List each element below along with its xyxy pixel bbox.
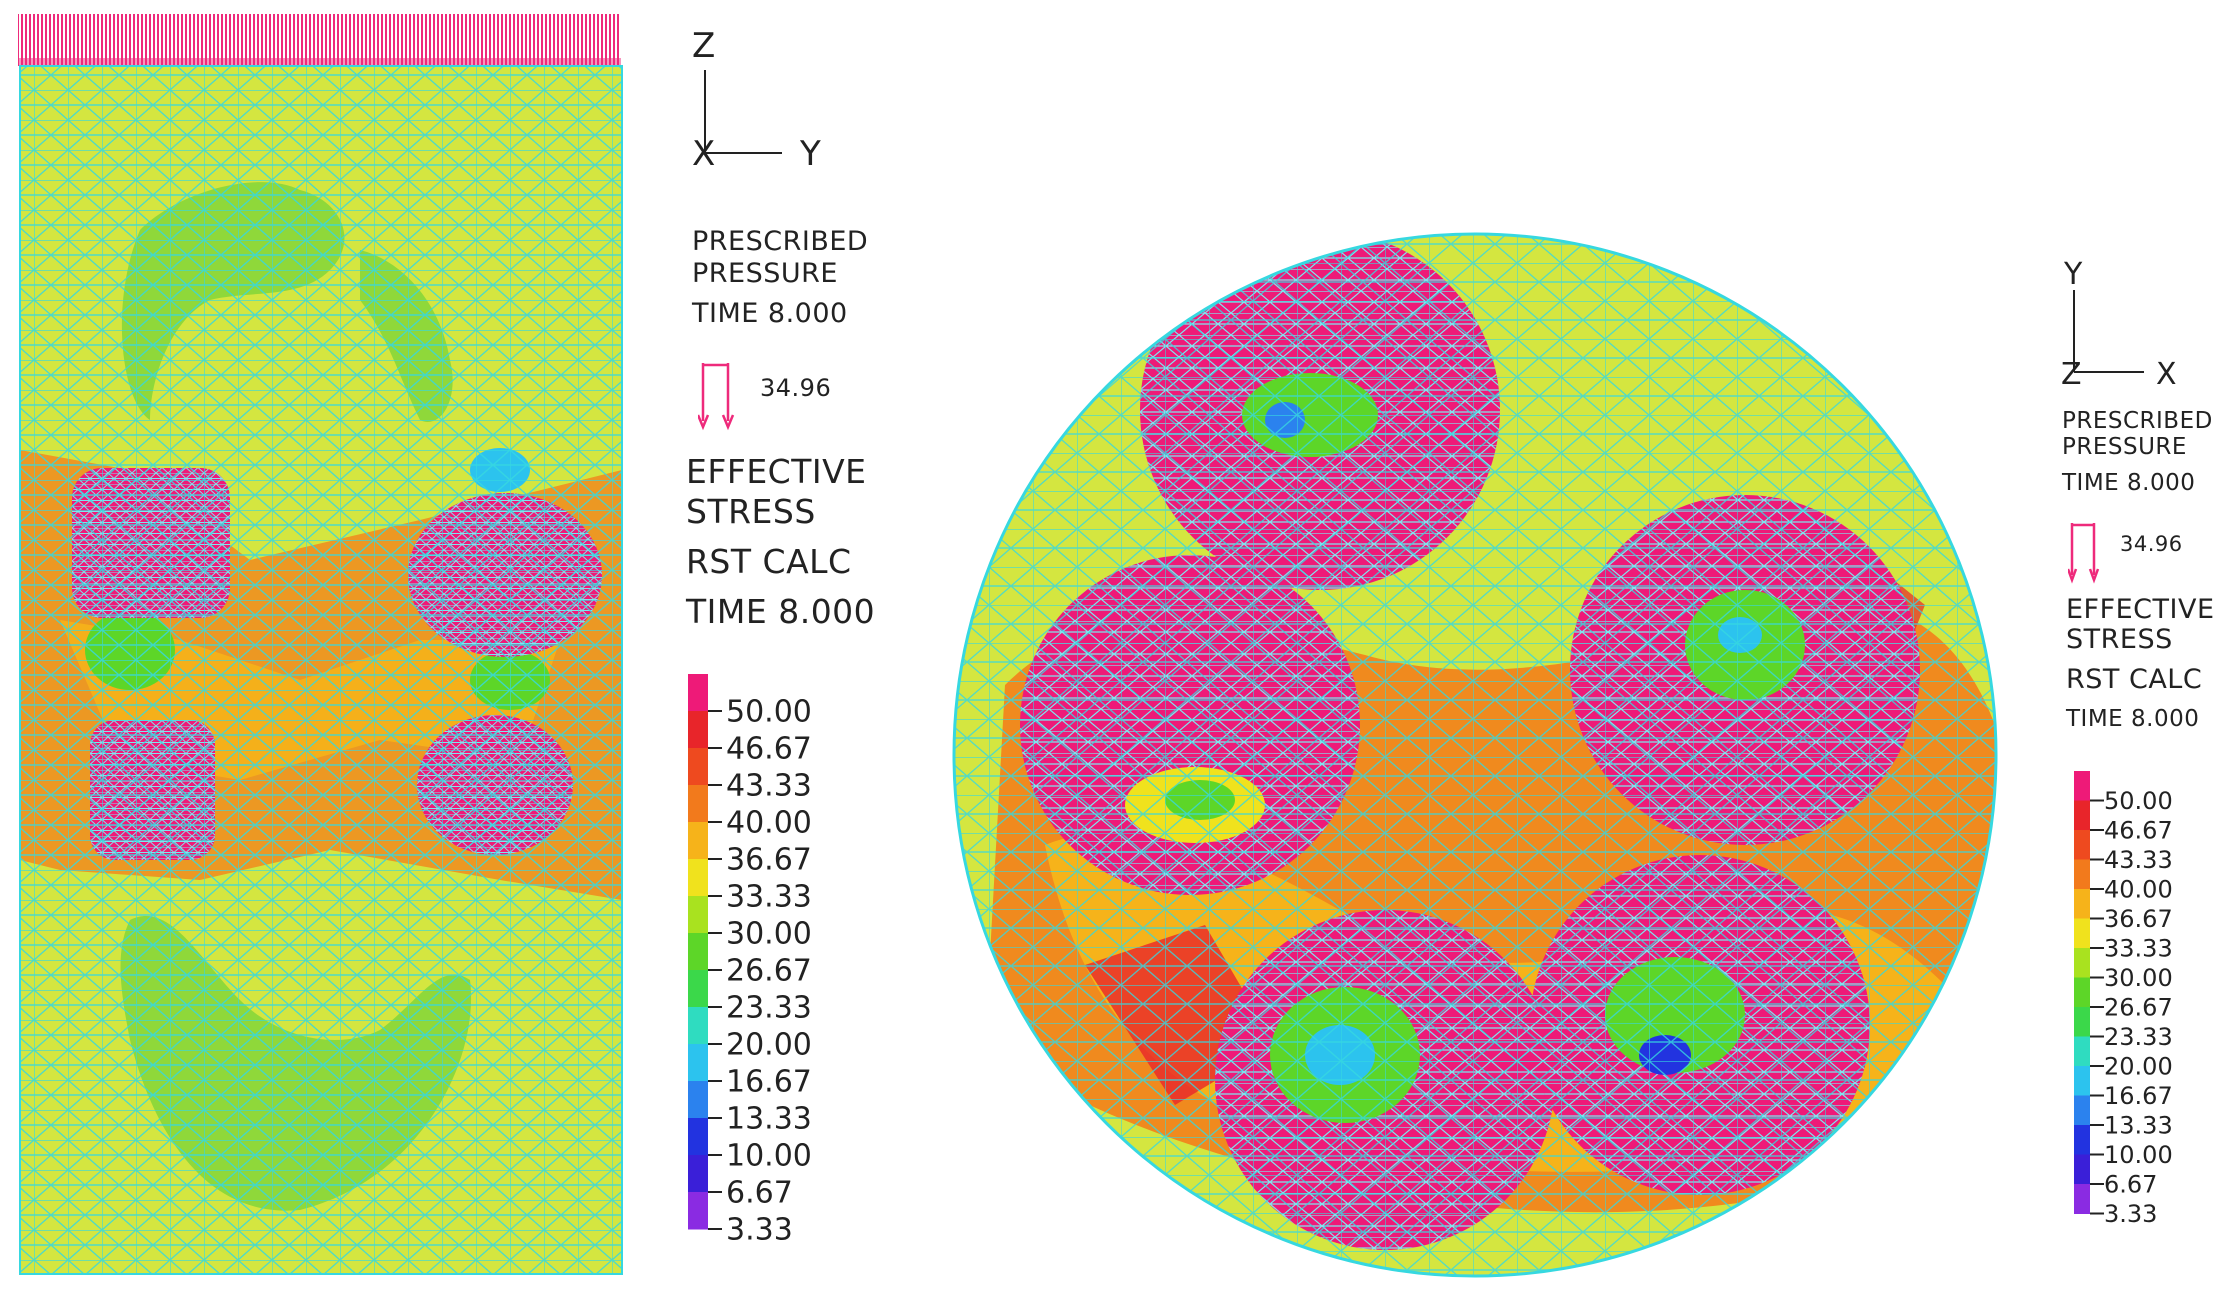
legend-label: 6.67 bbox=[2104, 1170, 2157, 1198]
legend-swatch bbox=[688, 822, 708, 860]
pressure-value: 34.96 bbox=[2120, 532, 2183, 556]
legend-swatch bbox=[688, 785, 708, 823]
legend-swatch bbox=[688, 674, 708, 712]
result-label-line3: RST CALC bbox=[686, 542, 852, 581]
legend-label: 13.33 bbox=[2104, 1111, 2173, 1139]
legend-swatch bbox=[688, 1044, 708, 1082]
legend-label: 20.00 bbox=[726, 1028, 812, 1063]
prescribed-time: TIME 8.000 bbox=[2062, 470, 2196, 496]
legend-label: 30.00 bbox=[726, 917, 812, 952]
result-label-line2: STRESS bbox=[2066, 624, 2173, 655]
legend-swatch bbox=[2074, 771, 2090, 801]
legend-swatch bbox=[2074, 1007, 2090, 1037]
legend-swatch bbox=[2074, 830, 2090, 860]
prescribed-label-line1: PRESCRIBED bbox=[692, 226, 869, 257]
axis-label-horizontal: X bbox=[2156, 357, 2177, 392]
axis-label-vertical: Z bbox=[692, 26, 715, 66]
legend-label: 40.00 bbox=[2104, 875, 2173, 903]
prescribed-time: TIME 8.000 bbox=[692, 298, 848, 329]
finite-element-mesh bbox=[20, 66, 622, 1274]
legend-label: 6.67 bbox=[726, 1176, 793, 1211]
longitudinal-section-plot bbox=[18, 14, 623, 1275]
legend-swatch bbox=[2074, 1036, 2090, 1067]
legend-label: 16.67 bbox=[726, 1065, 812, 1100]
legend-label: 40.00 bbox=[726, 806, 812, 841]
axis-label-horizontal: Y bbox=[799, 134, 821, 174]
legend-label: 20.00 bbox=[2104, 1052, 2173, 1080]
result-label-line2: STRESS bbox=[686, 492, 816, 531]
legend-swatch bbox=[688, 1081, 708, 1119]
legend-label: 16.67 bbox=[2104, 1082, 2173, 1110]
legend-swatch bbox=[2074, 800, 2090, 831]
legend-swatch bbox=[688, 1192, 708, 1230]
prescribed-label-line1: PRESCRIBED bbox=[2062, 408, 2213, 434]
axis-triad-left: Z Y X bbox=[692, 26, 821, 174]
axis-label-out: X bbox=[692, 134, 715, 174]
legend-label: 10.00 bbox=[2104, 1141, 2173, 1169]
legend-label: 33.33 bbox=[2104, 934, 2173, 962]
legend-label: 3.33 bbox=[2104, 1200, 2157, 1228]
legend-label: 10.00 bbox=[726, 1139, 812, 1174]
result-label-line1: EFFECTIVE bbox=[686, 452, 867, 491]
axis-triad-right: Y X Z bbox=[2061, 257, 2177, 392]
legend-label: 36.67 bbox=[726, 843, 812, 878]
result-label-line1: EFFECTIVE bbox=[2066, 594, 2215, 625]
legend-swatch bbox=[688, 711, 708, 749]
legend-label: 46.67 bbox=[726, 732, 812, 767]
legend-label: 36.67 bbox=[2104, 905, 2173, 933]
legend-label: 50.00 bbox=[2104, 787, 2173, 815]
pressure-value: 34.96 bbox=[760, 374, 832, 402]
legend-swatch bbox=[2074, 889, 2090, 919]
legend-swatch bbox=[688, 859, 708, 897]
legend-label: 50.00 bbox=[726, 695, 812, 730]
axis-label-out: Z bbox=[2061, 357, 2082, 392]
legend-swatch bbox=[2074, 948, 2090, 978]
legend-swatch bbox=[688, 1118, 708, 1156]
legend-label: 30.00 bbox=[2104, 964, 2173, 992]
legend-swatch bbox=[688, 1155, 708, 1193]
legend-label: 43.33 bbox=[2104, 846, 2173, 874]
pressure-arrow-icon bbox=[2068, 523, 2100, 584]
legend-label: 26.67 bbox=[2104, 993, 2173, 1021]
legend-label: 26.67 bbox=[726, 954, 812, 989]
result-label-line4: TIME 8.000 bbox=[686, 592, 876, 631]
result-label-line3: RST CALC bbox=[2066, 664, 2203, 695]
legend-swatch bbox=[688, 1007, 708, 1045]
legend-swatch bbox=[2074, 1125, 2090, 1155]
legend-swatch bbox=[2074, 1066, 2090, 1096]
applied-pressure-bar bbox=[18, 14, 621, 66]
legend-swatch bbox=[688, 970, 708, 1008]
legend-swatch bbox=[688, 896, 708, 934]
legend-swatch bbox=[2074, 977, 2090, 1008]
legend-swatch bbox=[2074, 1095, 2090, 1126]
result-label-line4: TIME 8.000 bbox=[2066, 706, 2200, 732]
legend-label: 23.33 bbox=[2104, 1023, 2173, 1051]
prescribed-label-line2: PRESSURE bbox=[2062, 434, 2187, 460]
legend-swatch bbox=[2074, 859, 2090, 890]
legend-label: 13.33 bbox=[726, 1102, 812, 1137]
circular-section-plot bbox=[952, 232, 1998, 1278]
legend-label: 43.33 bbox=[726, 769, 812, 804]
color-legend-right: 50.0046.6743.3340.0036.6733.3330.0026.67… bbox=[2074, 771, 2173, 1228]
color-legend-left: 50.0046.6743.3340.0036.6733.3330.0026.67… bbox=[688, 674, 812, 1248]
legend-swatch bbox=[688, 933, 708, 971]
legend-label: 33.33 bbox=[726, 880, 812, 915]
legend-swatch bbox=[2074, 1154, 2090, 1185]
pressure-arrow-icon bbox=[698, 363, 735, 431]
legend-swatch bbox=[688, 748, 708, 786]
legend-label: 46.67 bbox=[2104, 816, 2173, 844]
legend-label: 23.33 bbox=[726, 991, 812, 1026]
prescribed-label-line2: PRESSURE bbox=[692, 258, 838, 289]
legend-swatch bbox=[2074, 1184, 2090, 1214]
legend-label: 3.33 bbox=[726, 1213, 793, 1248]
axis-label-vertical: Y bbox=[2063, 257, 2083, 292]
legend-swatch bbox=[2074, 918, 2090, 949]
